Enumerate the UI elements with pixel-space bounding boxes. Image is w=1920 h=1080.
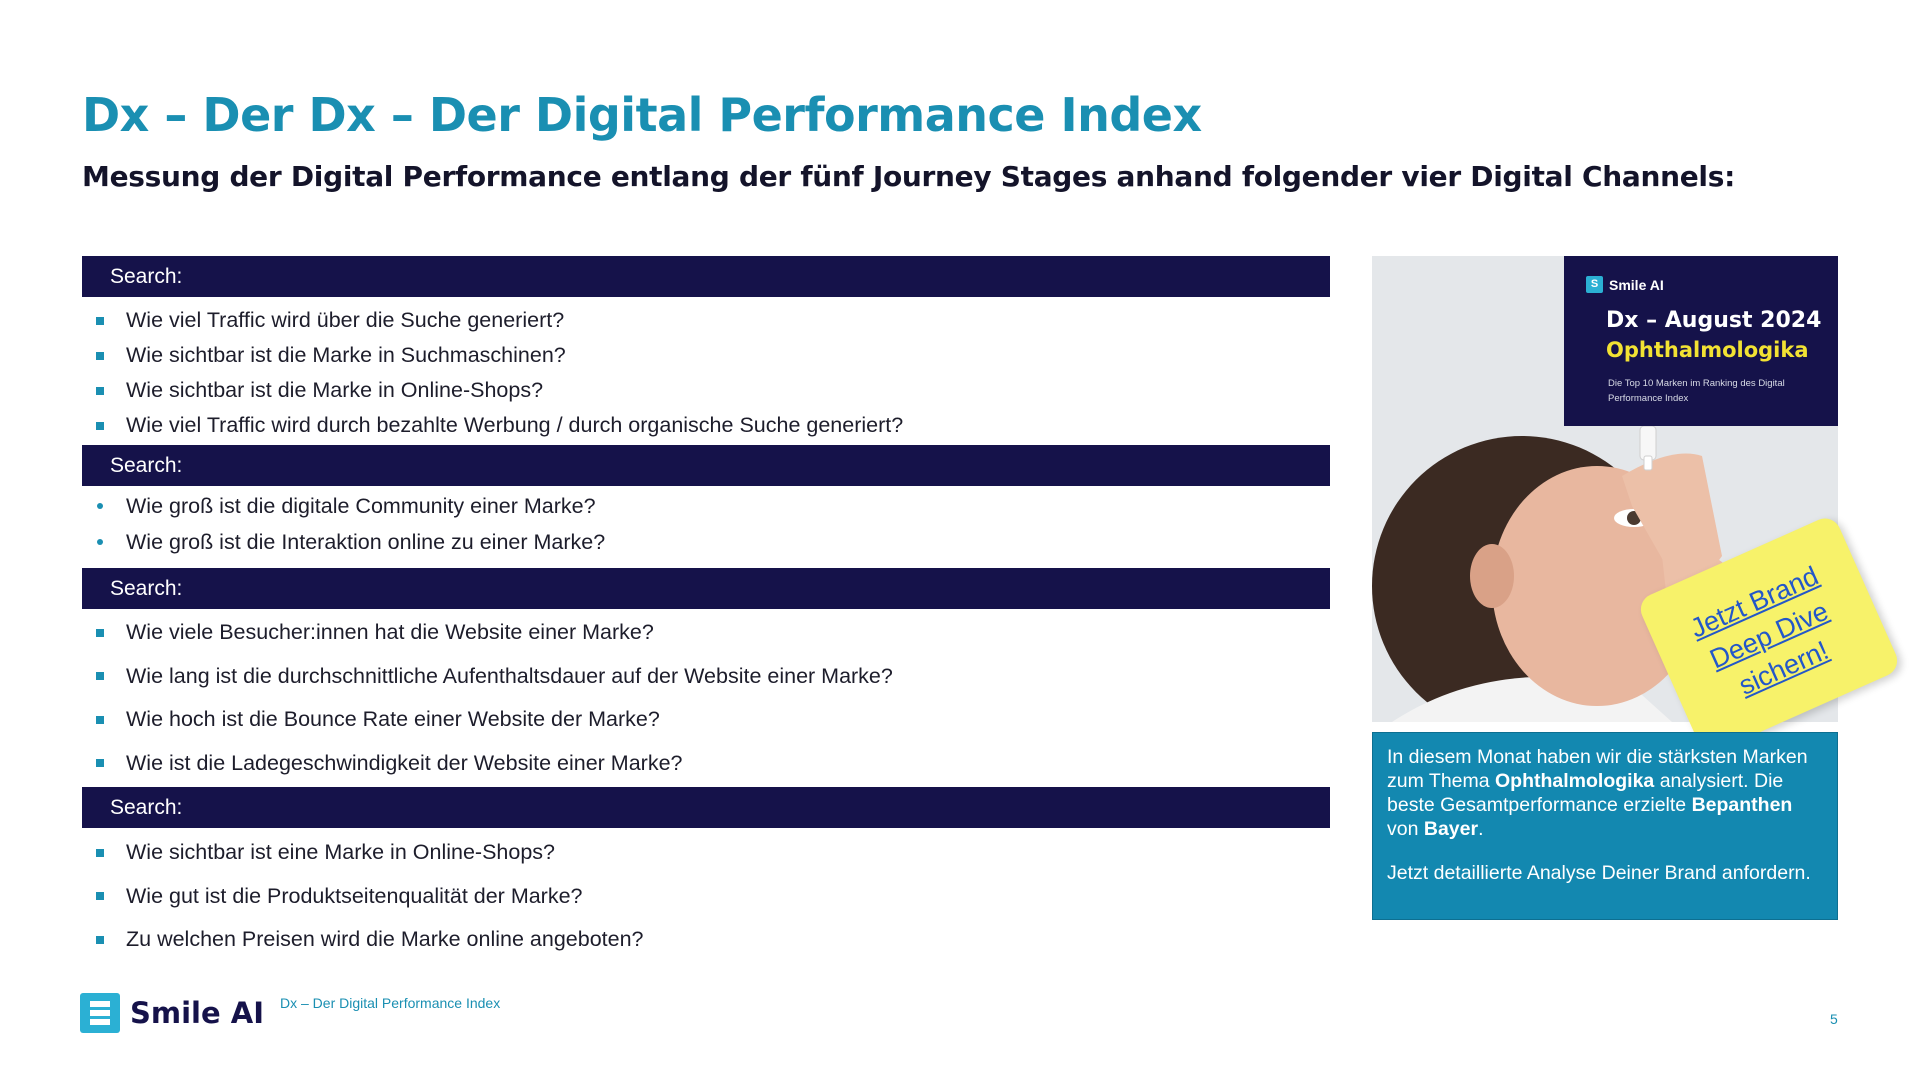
section-search-4: Search: Wie sichtbar ist eine Marke in O… [82, 787, 1330, 962]
section-header: Search: [82, 256, 1330, 297]
promo-text-part: In diesem Monat haben wir die stärksten … [1387, 746, 1808, 792]
dot-bullet-icon [96, 501, 126, 511]
list-item: Wie groß ist die Interaktion online zu e… [96, 524, 1330, 560]
list-item: Wie lang ist die durchschnittliche Aufen… [96, 655, 1330, 699]
list-item: Wie sichtbar ist die Marke in Suchmaschi… [96, 338, 1330, 373]
list-item: Wie sichtbar ist eine Marke in Online-Sh… [96, 831, 1330, 875]
question-text: Wie sichtbar ist eine Marke in Online-Sh… [126, 840, 555, 865]
question-text: Wie lang ist die durchschnittliche Aufen… [126, 663, 893, 688]
footer-logo-text: Smile AI [130, 996, 264, 1030]
question-list: Wie viel Traffic wird über die Suche gen… [82, 297, 1330, 445]
section-search-3: Search: Wie viele Besucher:innen hat die… [82, 568, 1330, 787]
question-list: Wie viele Besucher:innen hat die Website… [82, 609, 1330, 787]
question-list: Wie groß ist die digitale Community eine… [82, 486, 1330, 568]
question-text: Wie gut ist die Produktseitenqualität de… [126, 883, 583, 908]
list-item: Wie hoch ist die Bounce Rate einer Websi… [96, 698, 1330, 742]
promo-summary: In diesem Monat haben wir die stärksten … [1387, 745, 1823, 841]
list-item: Wie ist die Ladegeschwindigkeit der Webs… [96, 742, 1330, 786]
dot-bullet-icon [96, 537, 126, 547]
list-item: Zu welchen Preisen wird die Marke online… [96, 918, 1330, 962]
square-bullet-icon [96, 758, 126, 768]
report-cover: S Smile AI Dx – August 2024 Ophthalmolog… [1564, 256, 1838, 426]
question-text: Wie sichtbar ist die Marke in Suchmaschi… [126, 343, 566, 367]
section-search-2: Search: Wie groß ist die digitale Commun… [82, 445, 1330, 568]
smile-ai-logo-icon [80, 993, 120, 1033]
square-bullet-icon [96, 715, 126, 725]
slide-title: Dx – Der Dx – Der Digital Performance In… [82, 88, 1202, 142]
slide-subtitle: Messung der Digital Performance entlang … [82, 160, 1735, 193]
cover-logo-text: Smile AI [1609, 276, 1664, 293]
footer-label: Dx – Der Digital Performance Index [280, 995, 501, 1011]
cover-topic: Ophthalmologika [1606, 338, 1809, 362]
square-bullet-icon [96, 628, 126, 638]
promo-cta: Jetzt detaillierte Analyse Deiner Brand … [1387, 862, 1811, 884]
promo-text-part: analysiert. Die beste Gesamtperformance … [1387, 770, 1784, 816]
question-text: Wie viel Traffic wird durch bezahlte Wer… [126, 413, 904, 437]
question-text: Wie sichtbar ist die Marke in Online-Sho… [126, 378, 544, 402]
list-item: Wie groß ist die digitale Community eine… [96, 488, 1330, 524]
cover-title: Dx – August 2024 [1606, 308, 1822, 333]
list-item: Wie viel Traffic wird durch bezahlte Wer… [96, 408, 1330, 443]
square-bullet-icon [96, 671, 126, 681]
promo-text-part: von [1387, 818, 1424, 840]
question-text: Wie hoch ist die Bounce Rate einer Websi… [126, 707, 660, 732]
section-header: Search: [82, 568, 1330, 609]
question-text: Wie viel Traffic wird über die Suche gen… [126, 308, 565, 332]
question-text: Wie viele Besucher:innen hat die Website… [126, 620, 654, 645]
cover-note: Die Top 10 Marken im Ranking des Digital… [1608, 378, 1785, 404]
question-text: Wie groß ist die Interaktion online zu e… [126, 529, 606, 554]
promo-text-part: . [1478, 818, 1484, 840]
square-bullet-icon [96, 935, 126, 945]
cover-logo: S Smile AI [1586, 276, 1664, 293]
list-item: Wie gut ist die Produktseitenqualität de… [96, 875, 1330, 919]
smile-ai-logo-icon: S [1586, 276, 1603, 293]
promo-textbox: In diesem Monat haben wir die stärksten … [1372, 732, 1838, 920]
channel-questions: Search: Wie viel Traffic wird über die S… [82, 256, 1330, 962]
square-bullet-icon [96, 316, 126, 326]
square-bullet-icon [96, 386, 126, 396]
page-number: 5 [1830, 1011, 1838, 1027]
list-item: Wie viele Besucher:innen hat die Website… [96, 611, 1330, 655]
section-header: Search: [82, 787, 1330, 828]
square-bullet-icon [96, 848, 126, 858]
square-bullet-icon [96, 891, 126, 901]
promo-company: Bayer [1423, 818, 1479, 840]
deep-dive-link[interactable]: Jetzt Brand Deep Dive sichern! [1685, 560, 1833, 701]
promo-topic: Ophthalmologika [1495, 770, 1655, 792]
section-search-1: Search: Wie viel Traffic wird über die S… [82, 256, 1330, 445]
list-item: Wie viel Traffic wird über die Suche gen… [96, 303, 1330, 338]
section-header: Search: [82, 445, 1330, 486]
square-bullet-icon [96, 351, 126, 361]
question-text: Wie ist die Ladegeschwindigkeit der Webs… [126, 750, 683, 775]
question-text: Wie groß ist die digitale Community eine… [126, 493, 596, 518]
square-bullet-icon [96, 421, 126, 431]
list-item: Wie sichtbar ist die Marke in Online-Sho… [96, 373, 1330, 408]
question-text: Zu welchen Preisen wird die Marke online… [126, 927, 644, 952]
question-list: Wie sichtbar ist eine Marke in Online-Sh… [82, 828, 1330, 962]
report-cover-image[interactable]: S Smile AI Dx – August 2024 Ophthalmolog… [1372, 256, 1838, 722]
footer-logo: Smile AI [80, 993, 264, 1033]
promo-brand: Bepanthen [1691, 794, 1793, 816]
